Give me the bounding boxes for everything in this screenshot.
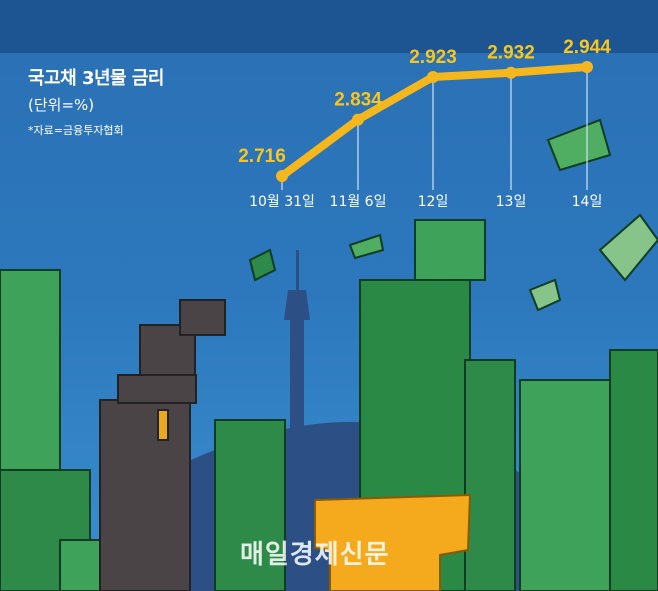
seoul-tower-icon	[284, 250, 310, 430]
line-chart: 2.716 10월 31일 2.834 11월 6일 2.923 12일 2.932 13일 2…	[238, 37, 611, 210]
x-tick-label: 14일	[572, 194, 603, 210]
data-point	[276, 170, 288, 182]
series-line	[279, 63, 588, 180]
source-note: *자료=금융투자협회	[28, 124, 124, 137]
gold-block	[314, 493, 472, 591]
robot-tower	[99, 299, 226, 591]
data-point	[581, 61, 593, 73]
unit-note: (단위=%)	[28, 96, 95, 114]
data-point	[352, 113, 364, 126]
data-label: 2.716	[238, 146, 286, 167]
data-point	[427, 71, 439, 84]
chart-title: 국고채 3년물 금리	[28, 68, 164, 89]
header-band	[0, 0, 658, 53]
watermark: 매일경제신문	[240, 540, 390, 570]
x-tick-label: 12일	[418, 194, 449, 210]
x-tick-label: 10월 31일	[249, 194, 315, 210]
data-point	[505, 66, 517, 79]
data-label: 2.834	[334, 90, 382, 111]
x-tick-label: 11월 6일	[330, 194, 387, 210]
data-label: 2.944	[563, 37, 611, 58]
data-label: 2.923	[409, 47, 457, 68]
data-label: 2.932	[487, 43, 535, 64]
x-tick-label: 13일	[496, 194, 527, 210]
